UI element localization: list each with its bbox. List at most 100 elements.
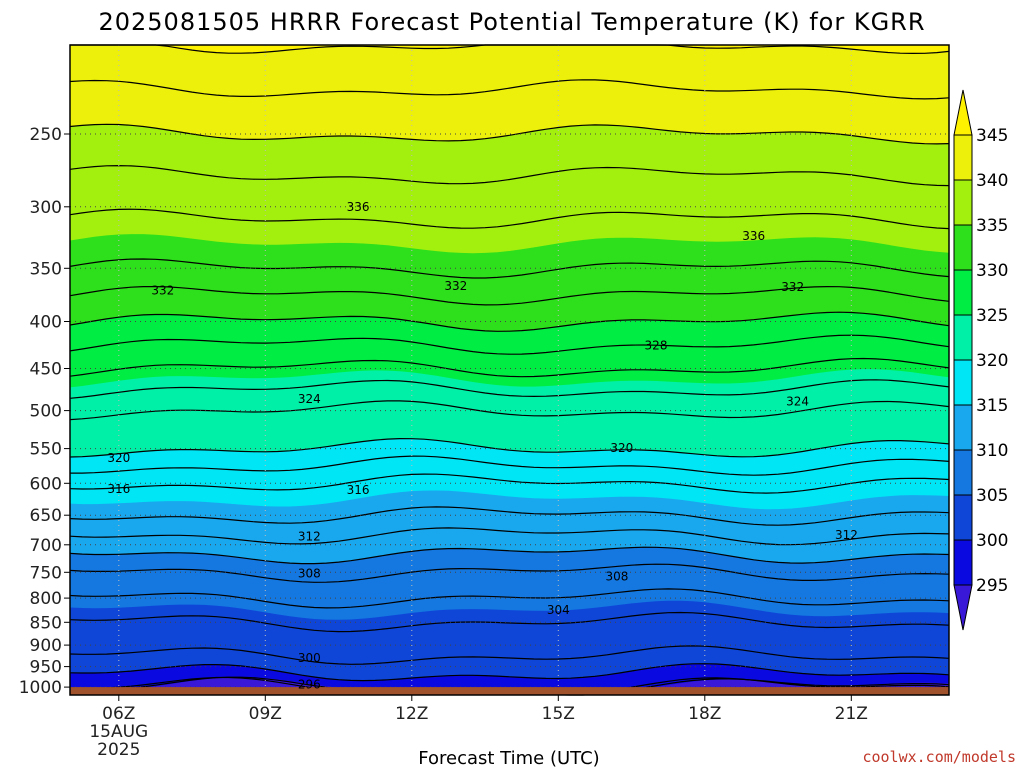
colorbar-label: 295 — [976, 576, 1008, 596]
y-tick-label: 950 — [30, 658, 62, 678]
colorbar-label: 330 — [976, 261, 1008, 281]
y-tick-label: 900 — [30, 636, 62, 656]
contour-302 — [69, 645, 950, 665]
contour-label: 328 — [645, 339, 668, 353]
contour-310 — [69, 546, 950, 565]
colorbar: 295 300 305 310 315 320 325 330 335 340 345 — [953, 89, 1008, 631]
contour-304 — [69, 611, 950, 633]
contour-label: 304 — [547, 603, 570, 617]
contour-318 — [70, 455, 950, 476]
contour-label: 316 — [107, 482, 130, 496]
contour-316 — [69, 473, 950, 494]
colorbar-label: 345 — [976, 126, 1008, 146]
contour-306 — [69, 588, 950, 609]
contour-label: 312 — [835, 528, 858, 542]
contour-342 — [69, 79, 950, 100]
contour-label: 296 — [298, 677, 321, 691]
contour-340 — [69, 123, 950, 145]
contour-334 — [69, 258, 950, 279]
ground-layer — [70, 687, 949, 695]
contour-label: 300 — [298, 651, 321, 665]
contour-322 — [69, 400, 950, 421]
colorbar-label: 320 — [976, 351, 1008, 371]
colorbar-label: 300 — [976, 531, 1008, 551]
contour-label: 324 — [786, 395, 809, 409]
contour-328 — [69, 334, 950, 355]
contour-314 — [69, 506, 950, 526]
contour-330 — [69, 311, 950, 332]
y-tick-label: 600 — [30, 474, 62, 494]
y-tick-label: 800 — [30, 589, 62, 609]
colorbar-segment — [953, 359, 973, 406]
y-tick-label: 750 — [30, 563, 62, 583]
contour-326 — [69, 357, 950, 378]
colorbar-segment — [953, 134, 973, 181]
colorbar-segment — [953, 449, 973, 496]
y-tick-label: 400 — [30, 313, 62, 333]
contour-312 — [69, 527, 950, 546]
x-tick-label: 15Z — [542, 704, 575, 724]
x-axis-label: Forecast Time (UTC) — [418, 748, 599, 768]
y-tick-label: 300 — [30, 198, 62, 218]
x-tick-year: 2025 — [97, 740, 140, 760]
contour-308 — [69, 563, 950, 583]
contour-label: 320 — [107, 451, 130, 465]
contour-label: 324 — [298, 392, 321, 406]
x-tick-label: 09Z — [249, 704, 282, 724]
grid-lines — [70, 45, 949, 695]
y-axis: 250 300 350 400 450 500 550 600 650 700 750 800 850 9… — [19, 125, 70, 698]
x-tick-label: 06Z — [102, 704, 135, 724]
x-tick-label: 21Z — [835, 704, 868, 724]
colorbar-label: 305 — [976, 486, 1008, 506]
contour-labels: 336 336 332 332 332 328 324 324 320 320 316 316 312 3… — [107, 200, 858, 691]
y-tick-label: 350 — [30, 259, 62, 279]
colorbar-min-triangle — [953, 584, 973, 631]
colorbar-segment — [953, 224, 973, 271]
colorbar-segment — [953, 404, 973, 451]
y-tick-label: 700 — [30, 536, 62, 556]
colorbar-label: 315 — [976, 396, 1008, 416]
contour-label: 308 — [605, 570, 628, 584]
y-tick-label: 850 — [30, 613, 62, 633]
y-tick-label: 650 — [30, 506, 62, 526]
colorbar-label: 310 — [976, 441, 1008, 461]
y-tick-label: 450 — [30, 360, 62, 380]
contour-label: 332 — [781, 280, 804, 294]
colorbar-segment — [953, 314, 973, 361]
contour-label: 336 — [742, 229, 765, 243]
contour-label: 332 — [151, 283, 174, 297]
contour-label: 332 — [444, 279, 467, 293]
chart-title: 2025081505 HRRR Forecast Potential Tempe… — [98, 8, 925, 36]
contour-336 — [69, 208, 950, 230]
x-tick-label: 18Z — [688, 704, 721, 724]
credit-text: coolwx.com/models — [862, 748, 1016, 766]
colorbar-label: 335 — [976, 216, 1008, 236]
x-tick-date: 15AUG — [89, 722, 148, 742]
colorbar-segment — [953, 179, 973, 226]
contour-300 — [69, 663, 950, 682]
y-tick-label: 500 — [30, 402, 62, 422]
colorbar-max-triangle — [953, 89, 973, 136]
colorbar-segment — [953, 494, 973, 541]
contour-320 — [69, 437, 950, 458]
contour-338 — [69, 164, 950, 187]
ground — [70, 687, 949, 695]
y-tick-label: 1000 — [19, 678, 62, 698]
contour-label: 312 — [298, 530, 321, 544]
y-tick-label: 250 — [30, 125, 62, 145]
colorbar-segment — [953, 269, 973, 316]
contour-label: 316 — [347, 483, 370, 497]
colorbar-segment — [953, 539, 973, 586]
contour-label: 336 — [347, 200, 370, 214]
colorbar-label: 340 — [976, 171, 1008, 191]
contour-332 — [69, 285, 950, 306]
x-tick-label: 12Z — [395, 704, 428, 724]
y-tick-label: 550 — [30, 440, 62, 460]
contour-label: 308 — [298, 566, 321, 580]
contour-324 — [69, 379, 950, 399]
contour-label: 320 — [610, 441, 633, 455]
colorbar-label: 325 — [976, 306, 1008, 326]
plot-frame — [69, 44, 950, 696]
